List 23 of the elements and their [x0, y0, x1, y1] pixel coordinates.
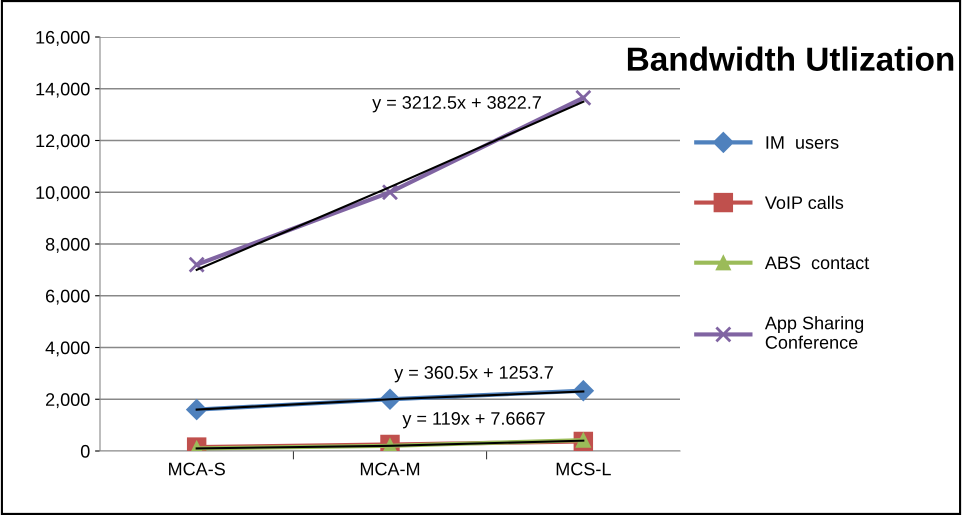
- point: [575, 89, 592, 106]
- y-tick-label: 10,000: [36, 186, 90, 202]
- annotation: y = 3212.5x + 3822.7: [372, 96, 541, 112]
- annotation: y = 119x + 7.6667: [402, 412, 545, 428]
- y-tick-label: 14,000: [36, 82, 90, 98]
- y-tick-label: 4,000: [46, 341, 90, 356]
- y-tick-label: 0: [80, 444, 90, 458]
- x-tick-label: MCA-S: [169, 462, 225, 476]
- y-tick-label: 16,000: [36, 30, 90, 46]
- point: [188, 256, 205, 274]
- x-tick-label: MCA-M: [360, 462, 420, 476]
- y-tick-label: 2,000: [46, 393, 90, 408]
- point: [572, 380, 594, 402]
- y-tick-label: 6,000: [46, 290, 90, 305]
- y-tick-label: 8,000: [46, 238, 90, 253]
- legend-label: VoIP calls: [764, 196, 844, 210]
- text: Bandwidth Utlization: [628, 46, 954, 71]
- annotation: y = 360.5x + 1253.7: [394, 366, 553, 382]
- legend-label: ABS contact: [764, 256, 870, 270]
- legend-label: IM users: [766, 136, 838, 149]
- legend-label: App Sharing Conference: [764, 316, 864, 349]
- x-tick-label: MCS-L: [556, 462, 611, 476]
- y-tick-label: 12,000: [36, 134, 90, 150]
